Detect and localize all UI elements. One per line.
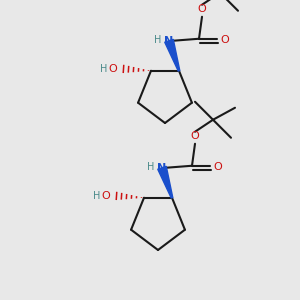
Text: H: H [93, 191, 100, 201]
Text: H: H [100, 64, 107, 74]
Text: N: N [158, 163, 166, 173]
Text: O: O [198, 4, 206, 14]
Text: O: O [108, 64, 117, 74]
Polygon shape [165, 39, 180, 71]
Text: O: O [220, 35, 230, 45]
Text: H: H [154, 35, 161, 45]
Text: N: N [164, 36, 174, 46]
Text: O: O [214, 162, 222, 172]
Polygon shape [158, 166, 173, 198]
Text: O: O [190, 131, 200, 141]
Text: O: O [101, 191, 110, 201]
Text: H: H [147, 162, 154, 172]
